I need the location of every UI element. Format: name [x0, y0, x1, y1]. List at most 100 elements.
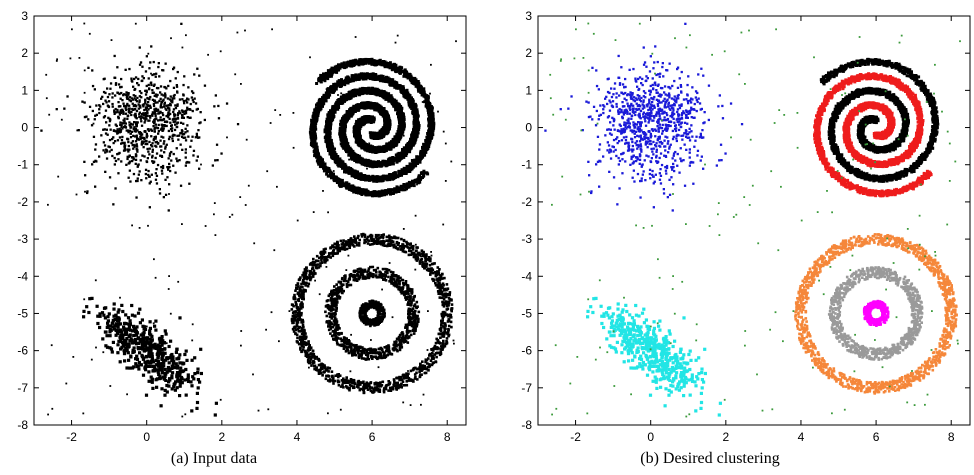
blob-point [182, 93, 185, 96]
blob-point [186, 108, 189, 111]
spiral-point [380, 109, 384, 113]
blob-point [130, 156, 134, 159]
spiral-point [339, 95, 343, 99]
blob-point [174, 380, 178, 384]
blob-point [113, 156, 116, 160]
blob-point [149, 180, 152, 183]
spiral-point [380, 132, 383, 136]
blob-point [99, 105, 102, 108]
blob-point [147, 83, 150, 87]
blob-point [159, 139, 162, 142]
spiral-point [428, 125, 432, 129]
blob-point [82, 309, 86, 313]
spiral-point [372, 133, 376, 137]
blob-point [151, 91, 154, 94]
blob-point [103, 115, 107, 118]
blob-point [180, 381, 184, 385]
blob-point [160, 371, 164, 375]
blob-point [160, 166, 163, 169]
blob-point [100, 134, 103, 137]
blob-point [91, 163, 94, 166]
blob-point [133, 77, 136, 81]
blob-point [115, 331, 120, 336]
blob-point [151, 150, 154, 153]
blob-point [134, 98, 137, 101]
blob-point [116, 91, 120, 95]
blob-point [145, 103, 148, 106]
blob-point [157, 352, 161, 356]
spiral-point [348, 170, 352, 174]
blob-point [193, 372, 197, 376]
blob-point [193, 356, 197, 360]
blob-point [130, 341, 134, 345]
blob-point [157, 65, 160, 69]
blob-point [91, 109, 94, 113]
spiral-point [343, 97, 347, 101]
spiral-point [394, 103, 398, 107]
blob-point [147, 370, 151, 374]
blob-point [96, 321, 100, 326]
blob-point [174, 104, 177, 107]
blob-point [105, 150, 108, 153]
blob-point [190, 139, 193, 142]
blob-point [176, 70, 179, 74]
blob-point [134, 94, 137, 98]
blob-point [127, 131, 130, 134]
blob-point [121, 110, 124, 113]
spiral-point [365, 120, 369, 124]
blob-point [144, 115, 147, 119]
blob-point [153, 99, 156, 102]
spiral-point [393, 173, 397, 177]
blob-point [180, 129, 184, 132]
blob-point [113, 318, 117, 322]
spiral-point [360, 88, 364, 92]
blob-point [133, 114, 136, 117]
blob-point [163, 367, 167, 372]
blob-point [162, 98, 165, 101]
blob-point [110, 148, 113, 152]
blob-point [106, 95, 110, 99]
blob-point [132, 127, 135, 131]
blob-point [160, 127, 164, 130]
blob-point [103, 330, 107, 334]
blob-point [162, 105, 166, 108]
blob-point [157, 130, 160, 133]
blob-point [178, 110, 181, 113]
blob-point [120, 341, 124, 345]
blob-point [108, 150, 111, 153]
spiral-point [401, 130, 405, 134]
blob-point [126, 327, 130, 331]
blob-point [139, 137, 142, 140]
blob-point [145, 136, 148, 139]
blob-point [175, 84, 178, 87]
blob-point [163, 151, 166, 154]
blob-point [136, 138, 139, 141]
blob-point [127, 93, 130, 96]
blob-point [145, 338, 149, 342]
blob-point [108, 334, 112, 338]
spiral-point [324, 125, 328, 129]
blob-point [152, 84, 156, 87]
spiral-point [324, 75, 328, 79]
spiral-point [343, 162, 347, 166]
blob-point [147, 101, 150, 104]
blob-point [138, 99, 141, 102]
blob-point [195, 400, 200, 405]
blob-point [113, 54, 116, 58]
blob-point [116, 128, 119, 131]
blob-point [168, 154, 171, 157]
blob-point [148, 320, 152, 324]
spiral-point [350, 169, 354, 173]
spiral-point [326, 119, 330, 123]
blob-point [175, 117, 178, 120]
blob-point [152, 125, 155, 128]
blob-point [148, 332, 152, 336]
blob-point [140, 318, 144, 322]
blob-point [111, 92, 114, 95]
blob-point [141, 336, 145, 340]
blob-point [146, 364, 150, 368]
spiral-point [398, 173, 402, 176]
blob-point [155, 174, 159, 177]
blob-point [196, 371, 200, 375]
blob-point [144, 355, 148, 359]
